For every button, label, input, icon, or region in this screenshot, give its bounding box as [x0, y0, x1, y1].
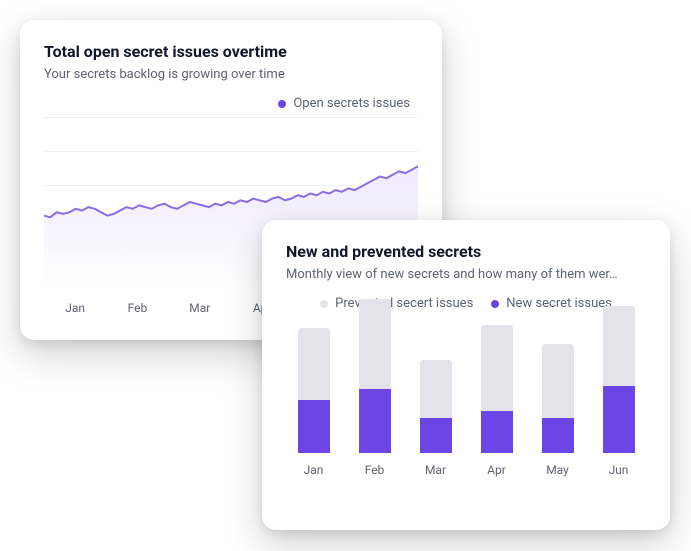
- bar-segment-prevented: [298, 328, 330, 400]
- bar-segment-new: [542, 418, 574, 453]
- bar-segment-prevented: [603, 306, 635, 386]
- bar-stack: [298, 293, 330, 453]
- legend-label: Open secrets issues: [293, 96, 410, 111]
- bar-stack: [420, 293, 452, 453]
- bar-group: Apr: [477, 293, 516, 477]
- bar-chart-area: Jan Feb Mar Apr May Jun: [286, 317, 646, 477]
- bar-stack: [603, 293, 635, 453]
- bar-group: Feb: [355, 293, 394, 477]
- xaxis-label: Jan: [304, 463, 324, 477]
- bar-group: Mar: [416, 293, 455, 477]
- xaxis-label: Apr: [487, 463, 506, 477]
- bar-segment-prevented: [359, 299, 391, 389]
- bar-group: May: [538, 293, 577, 477]
- bar-segment-prevented: [420, 360, 452, 418]
- bar-stack: [359, 293, 391, 453]
- bar-segment-prevented: [542, 344, 574, 418]
- bar-stack: [542, 293, 574, 453]
- legend-dot-icon: [278, 100, 286, 108]
- bar-segment-new: [359, 389, 391, 453]
- bar-stack: [481, 293, 513, 453]
- bar-segment-prevented: [481, 325, 513, 411]
- xaxis-label: Mar: [169, 301, 231, 315]
- card-subtitle: Monthly view of new secrets and how many…: [286, 267, 646, 282]
- bar-segment-new: [603, 386, 635, 453]
- bar-segment-new: [298, 400, 330, 453]
- card-subtitle: Your secrets backlog is growing over tim…: [44, 67, 418, 82]
- xaxis-label: Mar: [425, 463, 446, 477]
- chart-legend: Prevented secert issuesNew secret issues: [286, 296, 646, 311]
- card-new-prevented-secrets: New and prevented secrets Monthly view o…: [262, 220, 670, 530]
- xaxis-label: May: [546, 463, 569, 477]
- xaxis-label: Jun: [609, 463, 629, 477]
- xaxis-label: Jan: [44, 301, 106, 315]
- card-title: New and prevented secrets: [286, 242, 646, 261]
- legend-item-open-secrets: Open secrets issues: [278, 96, 410, 111]
- bar-group: Jan: [294, 293, 333, 477]
- bar-group: Jun: [599, 293, 638, 477]
- xaxis-label: Feb: [365, 463, 385, 477]
- card-title: Total open secret issues overtime: [44, 42, 418, 61]
- bar-segment-new: [420, 418, 452, 453]
- xaxis-label: Feb: [106, 301, 168, 315]
- chart-legend: Open secrets issues: [44, 96, 418, 111]
- bar-segment-new: [481, 411, 513, 453]
- bars-wrap: Jan Feb Mar Apr May Jun: [286, 317, 646, 477]
